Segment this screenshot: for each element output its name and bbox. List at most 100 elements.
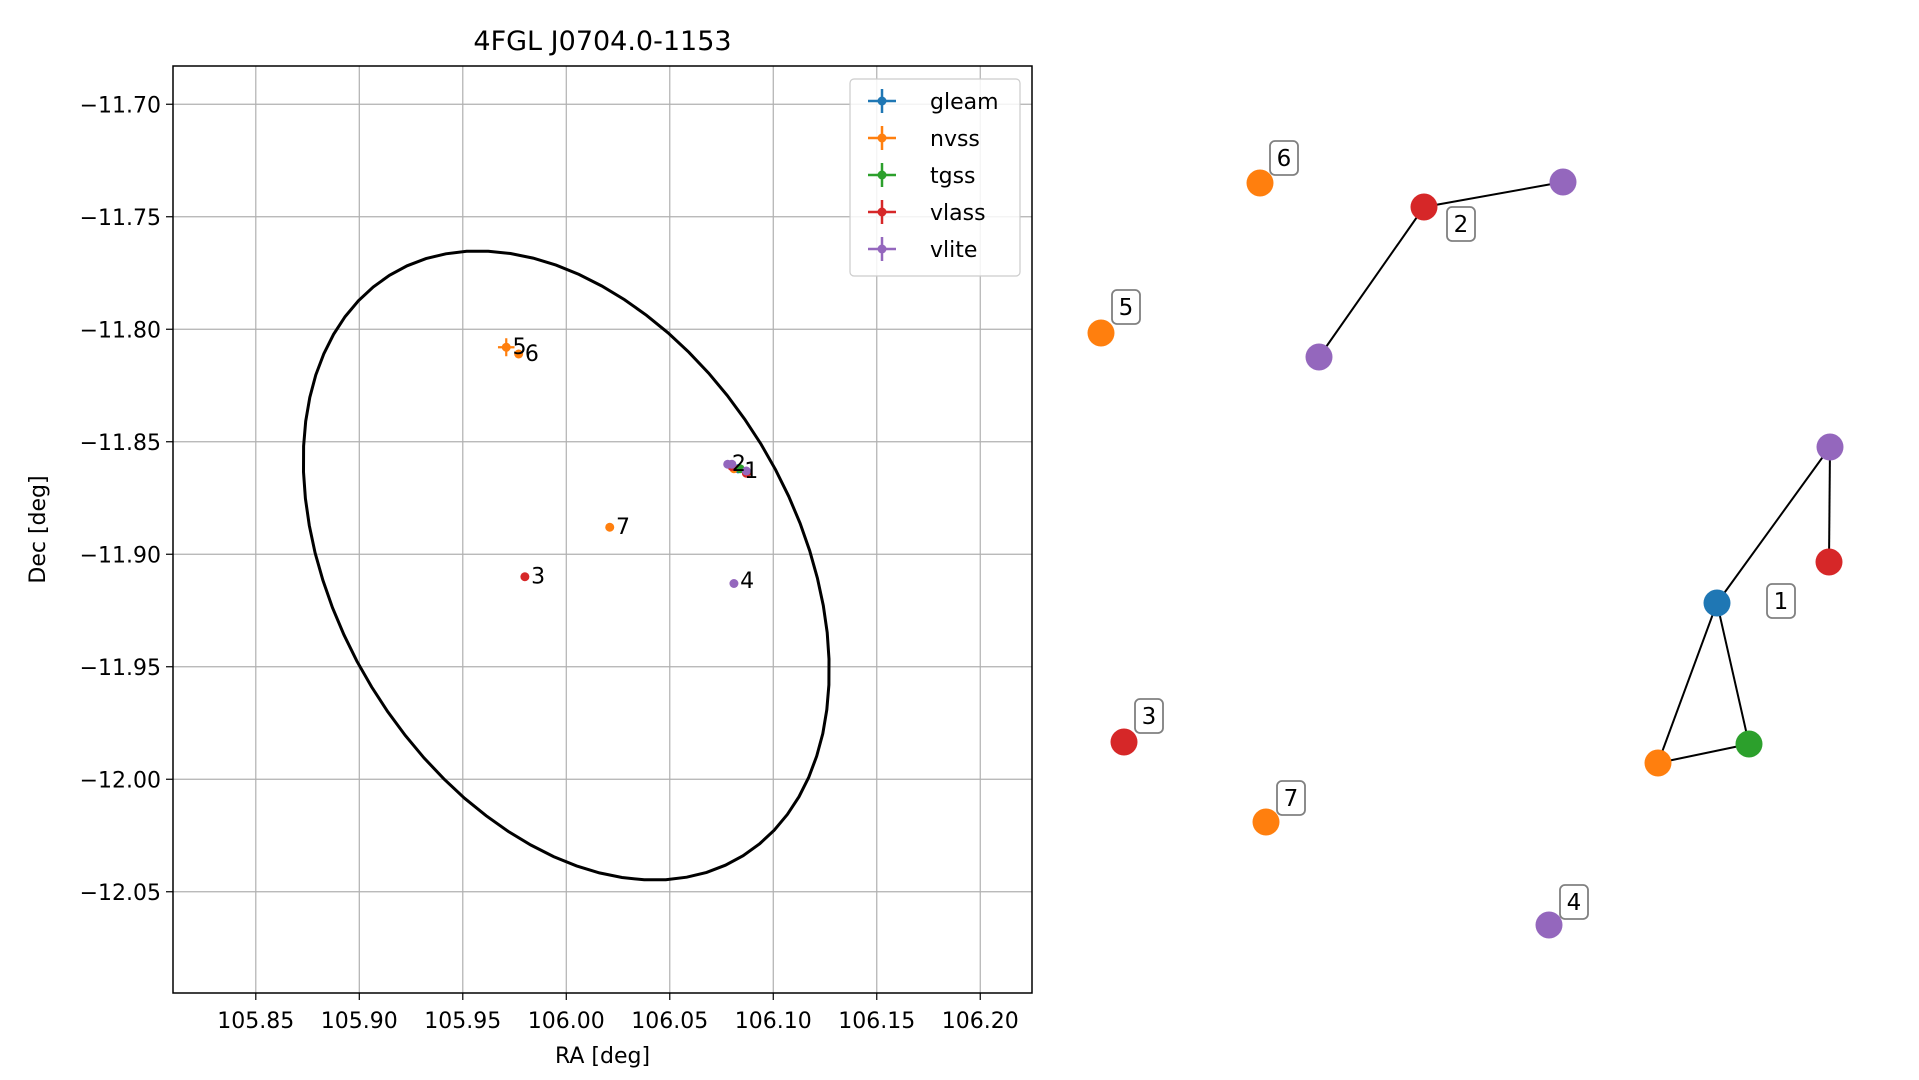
network-edge: [1828, 446, 1831, 563]
network-node-vlass: [1815, 548, 1843, 576]
group-label: 7: [1276, 780, 1306, 816]
x-tick-label: 105.95: [424, 1009, 501, 1034]
legend-label: tgss: [930, 164, 976, 189]
chart-title: 4FGL J0704.0-1153: [473, 26, 731, 57]
network-node-vlass: [1410, 193, 1438, 221]
point-label: 7: [616, 515, 630, 540]
y-tick-label: −11.70: [80, 93, 161, 118]
vlite-point: [729, 579, 739, 588]
network-edge: [1423, 181, 1564, 208]
legend-label: vlass: [930, 201, 986, 226]
group-label-text: 5: [1119, 295, 1134, 321]
legend-label: nvss: [930, 127, 980, 152]
x-tick-label: 106.15: [838, 1009, 915, 1034]
network-node-vlite: [1816, 433, 1844, 461]
group-label-text: 4: [1567, 890, 1582, 916]
group-label-box: [1766, 583, 1796, 619]
x-tick-label: 106.05: [631, 1009, 708, 1034]
y-tick-label: −11.85: [80, 431, 161, 456]
group-label-box: [1269, 140, 1299, 176]
point-label: 5: [512, 335, 526, 360]
network-node-tgss: [1735, 730, 1763, 758]
group-label-box: [1134, 698, 1164, 734]
legend-item-nvss: nvss: [868, 126, 980, 152]
legend-swatch-dot: [877, 96, 887, 106]
point-label: 4: [740, 569, 754, 594]
legend: gleam nvss tgss vlass vlite: [849, 78, 1021, 277]
point-label: 1: [744, 459, 758, 484]
network-node-vlite: [1305, 343, 1333, 371]
x-tick-label: 105.90: [321, 1009, 398, 1034]
group-label-text: 3: [1142, 704, 1157, 730]
axis-ticks: 105.85 105.90 105.95 106.00 106.05 106.10 106.…: [80, 93, 1019, 1034]
network-nodes: [1087, 168, 1844, 939]
vlite-marker: [741, 466, 751, 476]
vlite-marker: [729, 579, 739, 588]
legend-item-vlass: vlass: [868, 200, 986, 226]
nvss-marker: [605, 522, 615, 532]
group-label-box: [1111, 289, 1141, 325]
network-node-nvss: [1246, 169, 1274, 197]
legend-label: vlite: [930, 238, 977, 263]
vlass-point: [520, 572, 530, 582]
y-tick-label: −11.90: [80, 543, 161, 568]
nvss-point: [514, 349, 524, 359]
x-tick-label: 106.20: [942, 1009, 1019, 1034]
y-tick-label: −12.00: [80, 768, 161, 793]
y-tick-label: −11.95: [80, 656, 161, 681]
group-label-text: 2: [1454, 212, 1469, 238]
data-points: [497, 338, 751, 588]
group-label: 2: [1446, 206, 1476, 242]
nvss-point: [497, 338, 515, 357]
localization-ellipse: [301, 249, 831, 882]
network-group-labels: 1 2 3 4 5 6 7: [1111, 140, 1796, 920]
vlite-point: [727, 459, 737, 469]
x-axis-label: RA [deg]: [555, 1044, 650, 1069]
nvss-marker: [514, 349, 524, 359]
point-label: 6: [525, 342, 539, 367]
group-label: 4: [1559, 884, 1589, 920]
network-edge: [1657, 743, 1750, 764]
y-tick-label: −11.80: [80, 318, 161, 343]
legend-swatch-dot: [877, 133, 887, 143]
vlite-point: [741, 466, 751, 476]
network-node-vlass: [1110, 728, 1138, 756]
network-node-nvss: [1087, 319, 1115, 347]
point-label: 2: [732, 452, 746, 477]
y-axis-label: Dec [deg]: [26, 475, 51, 583]
network-node-nvss: [1644, 749, 1672, 777]
group-label-box: [1276, 780, 1306, 816]
legend-swatch-dot: [877, 207, 887, 217]
x-tick-label: 106.10: [735, 1009, 812, 1034]
network-node-gleam: [1703, 589, 1731, 617]
legend-box: [849, 78, 1021, 277]
point-label: 3: [531, 565, 545, 590]
group-label: 1: [1766, 583, 1796, 619]
vlass-marker: [520, 572, 530, 582]
nvss-marker: [501, 342, 511, 352]
legend-swatch-dot: [877, 244, 887, 254]
network-node-nvss: [1252, 808, 1280, 836]
nvss-point: [605, 522, 615, 532]
legend-item-vlite: vlite: [868, 237, 977, 263]
legend-item-tgss: tgss: [868, 163, 976, 189]
axes-frame: [172, 65, 1033, 994]
x-tick-label: 106.00: [528, 1009, 605, 1034]
legend-item-gleam: gleam: [868, 89, 999, 115]
network-edges: [1318, 181, 1831, 764]
group-label: 3: [1134, 698, 1164, 734]
network-panel: 1 2 3 4 5 6 7: [1087, 140, 1844, 939]
y-tick-label: −12.05: [80, 881, 161, 906]
legend-items: gleam nvss tgss vlass vlite: [868, 89, 999, 263]
x-tick-label: 105.85: [217, 1009, 294, 1034]
network-edge: [1657, 602, 1718, 764]
group-label-text: 6: [1277, 146, 1292, 172]
group-label-box: [1446, 206, 1476, 242]
network-node-vlite: [1549, 168, 1577, 196]
network-node-vlite: [1535, 911, 1563, 939]
network-edge: [1318, 206, 1425, 358]
legend-swatch-dot: [877, 170, 887, 180]
